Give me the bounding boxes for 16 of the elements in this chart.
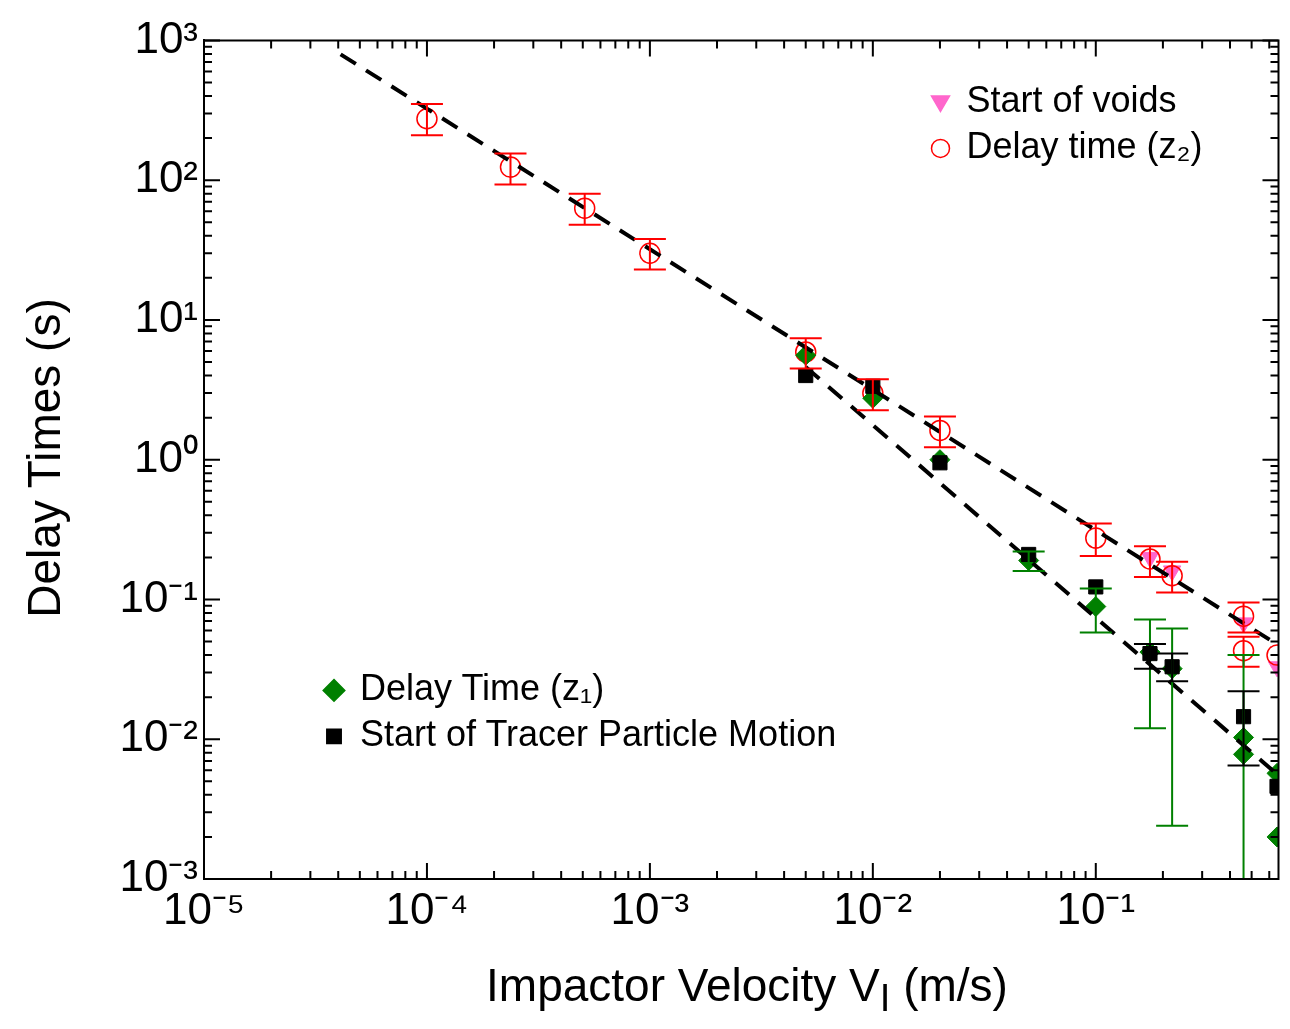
y-tick-label: 10⁻¹ xyxy=(119,571,198,621)
y-tick-label: 10¹ xyxy=(134,292,198,342)
y-tick-label: 10³ xyxy=(134,12,198,62)
x-axis-title: Impactor Velocity V$_{I}$ (m/s) xyxy=(485,958,1009,1021)
legend-label: Delay Time (z₁) xyxy=(360,667,605,709)
x-tick-label: 10⁻¹ xyxy=(1056,883,1136,933)
x-tick-label: 10⁻² xyxy=(833,883,913,933)
x-tick-label: 10⁻⁴ xyxy=(385,883,469,933)
x-tick-label: 10⁻³ xyxy=(610,883,690,933)
legend-label: Start of voids xyxy=(966,79,1177,121)
y-tick-label: 10² xyxy=(134,152,198,202)
legend-label: Start of Tracer Particle Motion xyxy=(360,713,837,755)
y-axis-title: Delay Times (s) xyxy=(17,298,71,618)
y-tick-label: 10⁻² xyxy=(119,711,198,761)
legend-label: Delay time (z₂) xyxy=(966,125,1203,167)
y-tick-label: 10⁰ xyxy=(134,431,198,481)
